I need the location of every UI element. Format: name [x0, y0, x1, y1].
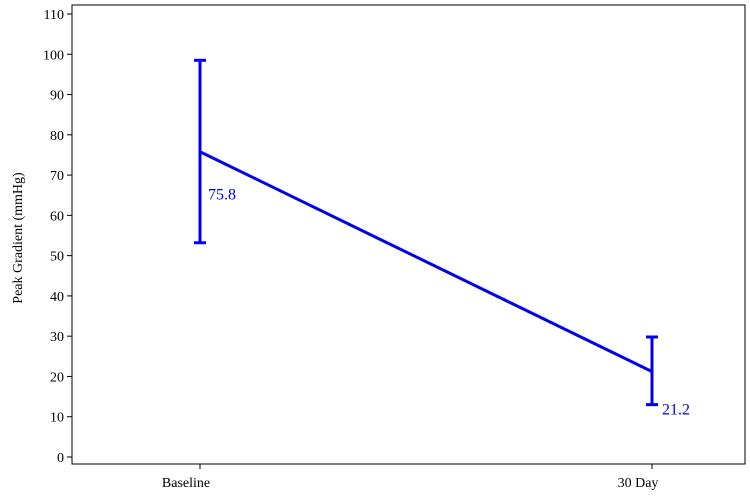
y-tick-label: 80	[50, 129, 64, 144]
data-point	[650, 370, 654, 374]
x-axis: Baseline 30 Day	[162, 464, 659, 491]
y-tick-label: 0	[57, 451, 64, 466]
data-label: 75.8	[208, 187, 236, 204]
y-axis: 0 10 20 30 40 50 60 70 80 90 100 110	[43, 8, 72, 466]
y-tick-label: 30	[50, 330, 64, 345]
y-axis-title: Peak Gradient (mmHg)	[11, 172, 26, 304]
y-tick-label: 60	[50, 209, 64, 224]
x-tick-label: 30 Day	[618, 476, 659, 491]
data-label: 21.2	[662, 402, 690, 419]
y-tick-label: 70	[50, 169, 64, 184]
y-tick-label: 40	[50, 290, 64, 305]
y-tick-label: 50	[50, 250, 64, 265]
y-tick-label: 90	[50, 89, 64, 104]
plot-frame	[71, 4, 746, 465]
y-tick-label: 20	[50, 370, 64, 385]
x-tick-label: Baseline	[162, 476, 210, 491]
y-tick-label: 10	[50, 411, 64, 426]
y-tick-label: 110	[44, 8, 64, 23]
data-point	[198, 150, 202, 154]
y-tick-label: 100	[43, 48, 64, 63]
series-line	[199, 150, 653, 373]
series-layer: 75.8 21.2	[194, 58, 690, 419]
